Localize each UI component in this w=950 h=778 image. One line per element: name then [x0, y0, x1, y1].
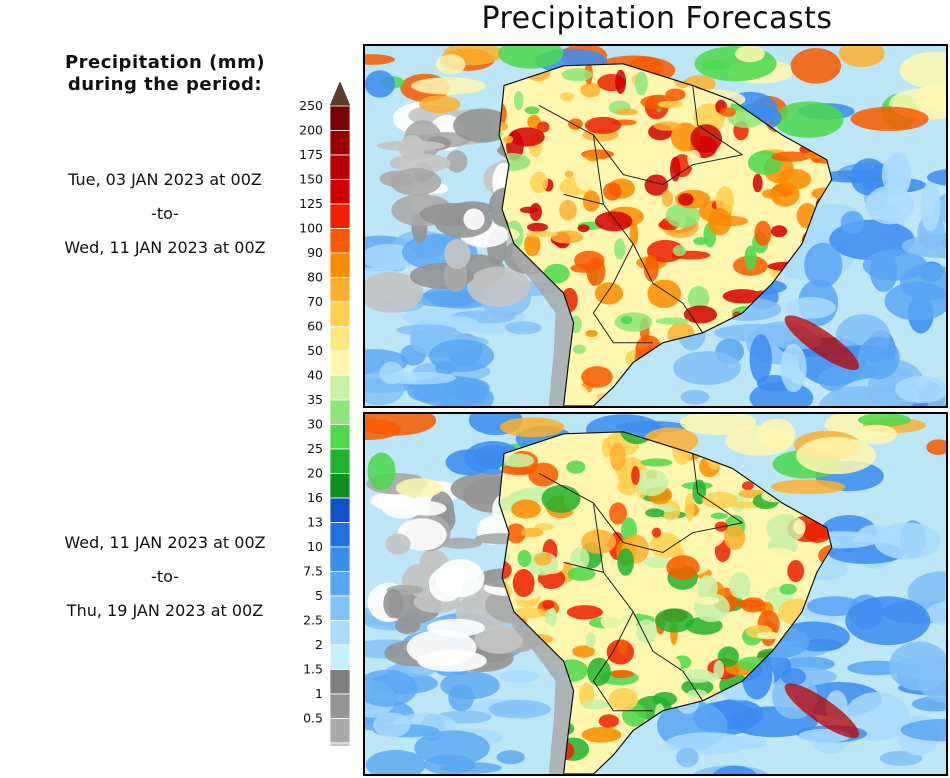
colorbar-tick-label: 25	[307, 441, 323, 456]
colorbar-swatch	[329, 179, 351, 205]
colorbar-swatch	[329, 693, 351, 719]
colorbar-tick-label: 1	[315, 686, 323, 701]
colorbar-swatch	[329, 301, 351, 327]
colorbar-swatch	[329, 473, 351, 499]
colorbar-top-arrow	[329, 82, 351, 107]
colorbar-swatch	[329, 620, 351, 646]
legend-title-line2: during the period:	[67, 74, 263, 95]
period-end-2: Thu, 19 JAN 2023 at 00Z	[66, 601, 264, 620]
colorbar-tick-label: 0.5	[303, 711, 323, 726]
forecast-map-panel-2	[363, 412, 948, 776]
period-label-2: Wed, 11 JAN 2023 at 00Z -to- Thu, 19 JAN…	[40, 533, 290, 635]
colorbar-tick-label: 40	[307, 368, 323, 383]
colorbar-swatch	[329, 448, 351, 474]
colorbar-tick-label: 70	[307, 294, 323, 309]
period-label-1: Tue, 03 JAN 2023 at 00Z -to- Wed, 11 JAN…	[40, 170, 290, 272]
colorbar-tick-label: 90	[307, 245, 323, 260]
colorbar-swatch	[329, 497, 351, 523]
colorbar-tick-label: 35	[307, 392, 323, 407]
colorbar-tick-label: 7.5	[303, 564, 323, 579]
colorbar-tick-label: 150	[299, 172, 323, 187]
colorbar-tick-label: 10	[307, 539, 323, 554]
colorbar-legend: 2502001751501251009080706050403530252016…	[299, 82, 351, 746]
colorbar-tick-label: 5	[315, 588, 323, 603]
colorbar-swatch	[329, 595, 351, 621]
colorbar-tick-label: 60	[307, 319, 323, 334]
colorbar-swatch	[329, 399, 351, 425]
continent-shape	[499, 63, 832, 406]
legend-title: Precipitation (mm) during the period:	[30, 52, 300, 96]
colorbar-tick-label: 2.5	[303, 613, 323, 628]
colorbar-tick-label: 13	[307, 515, 323, 530]
colorbar-tick-label: 30	[307, 417, 323, 432]
period-start-1: Tue, 03 JAN 2023 at 00Z	[68, 170, 262, 189]
colorbar-swatch	[329, 326, 351, 352]
colorbar-tick-label: 250	[299, 98, 323, 113]
period-end-1: Wed, 11 JAN 2023 at 00Z	[64, 238, 266, 257]
andes-dry-region	[511, 243, 574, 406]
colorbar-swatch	[329, 644, 351, 670]
colorbar-swatch	[329, 718, 351, 744]
colorbar-tick-label: 20	[307, 466, 323, 481]
period-sep-1: -to-	[151, 204, 179, 223]
colorbar-swatch	[329, 424, 351, 450]
colorbar-tick-label: 175	[299, 147, 323, 162]
colorbar-swatch	[329, 522, 351, 548]
colorbar-tick-label: 125	[299, 196, 323, 211]
forecast-map-panel-1	[363, 44, 948, 408]
colorbar-swatch	[329, 277, 351, 303]
sacz-storm-band	[784, 683, 860, 739]
forecast-map-1	[365, 46, 946, 406]
colorbar-swatch	[329, 105, 351, 131]
page-title: Precipitation Forecasts	[481, 1, 833, 36]
colorbar-tick-label: 1.5	[303, 662, 323, 677]
colorbar-swatch	[329, 203, 351, 229]
colorbar-tick-label: 50	[307, 343, 323, 358]
colorbar-swatch	[329, 742, 351, 746]
andes-dry-region	[511, 611, 574, 774]
colorbar-swatch	[329, 154, 351, 180]
country-borders	[498, 431, 833, 774]
colorbar-swatch	[329, 130, 351, 156]
colorbar-swatch	[329, 350, 351, 376]
legend-title-line1: Precipitation (mm)	[64, 52, 266, 73]
country-borders	[498, 63, 833, 406]
colorbar-tick-label: 2	[315, 637, 323, 652]
forecast-map-2	[365, 414, 946, 774]
colorbar-swatch	[329, 252, 351, 278]
colorbar-swatch	[329, 375, 351, 401]
sacz-storm-band	[784, 315, 860, 371]
colorbar-swatch	[329, 571, 351, 597]
colorbar-swatch	[329, 546, 351, 572]
colorbar-swatch	[329, 669, 351, 695]
colorbar-tick-label: 16	[307, 490, 323, 505]
period-sep-2: -to-	[151, 567, 179, 586]
colorbar-tick-label: 100	[299, 221, 323, 236]
period-start-2: Wed, 11 JAN 2023 at 00Z	[64, 533, 266, 552]
colorbar-swatch	[329, 228, 351, 254]
colorbar-tick-label: 200	[299, 123, 323, 138]
colorbar-tick-label: 80	[307, 270, 323, 285]
